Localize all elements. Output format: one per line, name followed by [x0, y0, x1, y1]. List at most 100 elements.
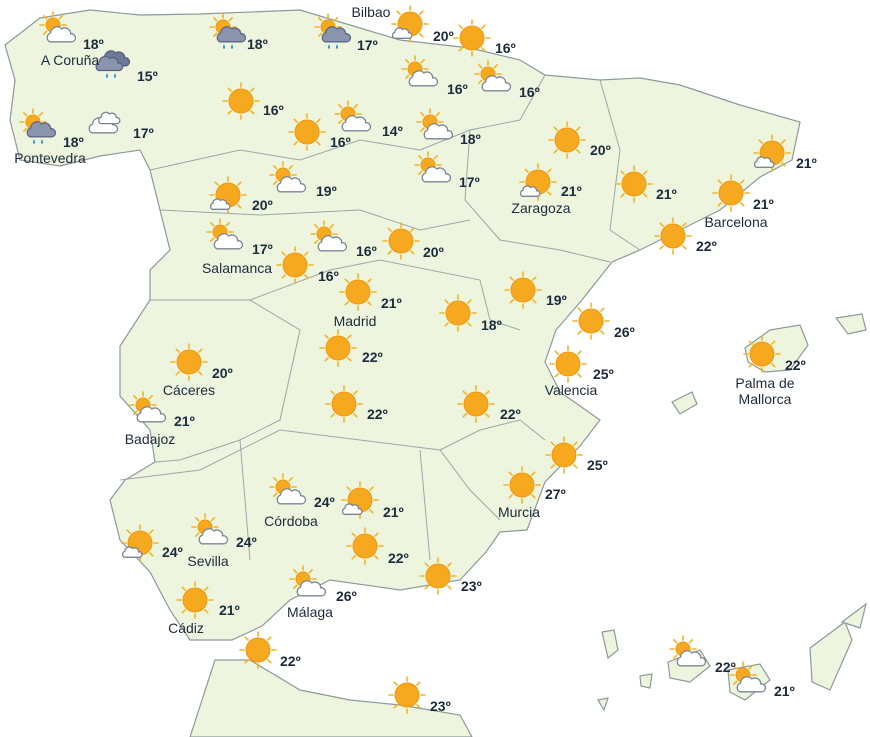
canary-6	[840, 602, 867, 629]
sun-ray	[293, 584, 298, 589]
sun-disc	[182, 587, 208, 613]
sun-ray	[347, 357, 352, 362]
cloud	[341, 115, 372, 132]
sun-ray	[393, 704, 398, 709]
sun-ray	[524, 168, 529, 173]
sun-ray	[600, 307, 605, 312]
weather-icon	[319, 329, 357, 367]
weather-icon	[572, 302, 610, 340]
temperature: 16º	[447, 81, 468, 97]
weather-icon	[288, 113, 326, 151]
sun-ray	[43, 30, 48, 35]
sun-ray	[148, 395, 153, 400]
temperature: 24º	[236, 534, 257, 550]
sun-ray	[758, 139, 763, 144]
sun-ray	[424, 562, 429, 567]
sun-ray	[573, 464, 578, 469]
sun-ray	[493, 64, 498, 69]
sun-disc	[510, 277, 536, 303]
temperature: 24º	[162, 544, 183, 560]
sun-ray	[38, 112, 43, 117]
sun-ray	[250, 87, 255, 92]
sun-ray	[344, 278, 349, 283]
sun-ray	[748, 340, 753, 345]
weather-icon	[95, 50, 131, 78]
sun-ray	[444, 299, 449, 304]
sun-ray	[304, 251, 309, 256]
sun-ray	[509, 276, 514, 281]
city-name: Badajoz	[125, 431, 176, 447]
sun-ray	[733, 665, 738, 670]
sun-ray	[547, 168, 552, 173]
sun-ray	[433, 155, 438, 160]
temperature: 20º	[212, 365, 233, 381]
rain-drop	[106, 73, 108, 78]
cloud	[296, 580, 327, 597]
canary-5	[809, 621, 853, 691]
temperature: 16º	[330, 134, 351, 150]
temperature: 24º	[314, 494, 335, 510]
sun-disc	[394, 682, 420, 708]
temperature: 18º	[247, 36, 268, 52]
sun-ray	[281, 274, 286, 279]
weather-icon	[548, 121, 586, 159]
sun-ray	[267, 659, 272, 664]
sun-ray	[181, 609, 186, 614]
temperature: 23º	[430, 698, 451, 714]
temperature: 25º	[593, 366, 614, 382]
temperature: 25º	[587, 457, 608, 473]
sun-ray	[338, 119, 343, 124]
temperature: 22º	[696, 238, 717, 254]
sun-disc	[282, 252, 308, 278]
city-name: Palma de	[735, 375, 794, 391]
sun-ray	[351, 532, 356, 537]
weather-icon	[19, 108, 57, 144]
temperature: 19º	[546, 292, 567, 308]
sun-ray	[204, 609, 209, 614]
sun-disc	[509, 472, 535, 498]
rain-drop	[33, 139, 35, 144]
sun-ray	[577, 307, 582, 312]
rain-drop	[231, 44, 233, 49]
city-name: Valencia	[545, 382, 598, 398]
sun-disc	[749, 341, 775, 367]
cloud	[423, 123, 454, 140]
sun-ray	[396, 10, 401, 15]
weather-icon	[519, 163, 557, 201]
sun-ray	[424, 585, 429, 590]
sun-disc	[228, 88, 254, 114]
sun-ray	[550, 441, 555, 446]
temperature: 22º	[500, 406, 521, 422]
sun-ray	[273, 492, 278, 497]
temperature: 20º	[433, 28, 454, 44]
weather-icon	[401, 55, 439, 87]
sun-ray	[195, 532, 200, 537]
temperature: 16º	[356, 243, 377, 259]
temperature: 26º	[336, 588, 357, 604]
sun-ray	[462, 413, 467, 418]
sun-ray	[740, 179, 745, 184]
weather-icon	[388, 676, 426, 714]
weather-icon	[414, 151, 452, 183]
weather-icon	[545, 436, 583, 474]
sun-disc	[345, 279, 371, 305]
cloud	[276, 176, 307, 193]
sun-ray	[316, 141, 321, 146]
sun-ray	[329, 224, 334, 229]
sun-ray	[210, 222, 215, 227]
sun-ray	[554, 373, 559, 378]
sun-ray	[393, 681, 398, 686]
temperature: 18º	[63, 134, 84, 150]
sun-ray	[213, 17, 218, 22]
weather-icon	[503, 466, 541, 504]
sun-ray	[416, 704, 421, 709]
sun-ray	[43, 15, 48, 20]
menorca	[834, 313, 867, 335]
city-name: Córdoba	[264, 513, 318, 529]
sun-ray	[23, 112, 28, 117]
weather-icon	[121, 524, 159, 562]
rain-drop	[328, 44, 330, 49]
sun-ray	[316, 118, 321, 123]
cloud	[95, 55, 124, 72]
temperature: 22º	[785, 357, 806, 373]
